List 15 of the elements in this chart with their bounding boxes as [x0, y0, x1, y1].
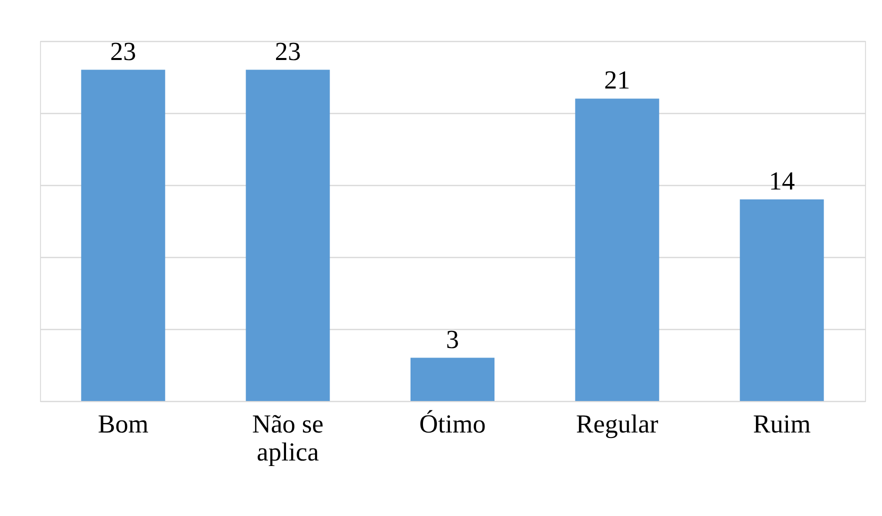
x-tick-label: Ruim: [752, 410, 811, 438]
data-label: 23: [110, 36, 136, 66]
data-label: 23: [274, 36, 301, 66]
bar: [81, 70, 166, 401]
x-tick-label: Regular: [576, 410, 659, 438]
x-tick-label: Ótimo: [419, 410, 486, 438]
data-label: 21: [604, 66, 630, 95]
x-tick-label: Não se aplica: [252, 410, 324, 466]
data-label: 3: [446, 324, 459, 354]
bar: [575, 98, 660, 401]
bar: [410, 358, 494, 401]
data-label: 14: [768, 166, 795, 196]
bar: [246, 70, 330, 401]
x-tick-label: Bom: [98, 410, 148, 438]
bar: [740, 199, 824, 401]
